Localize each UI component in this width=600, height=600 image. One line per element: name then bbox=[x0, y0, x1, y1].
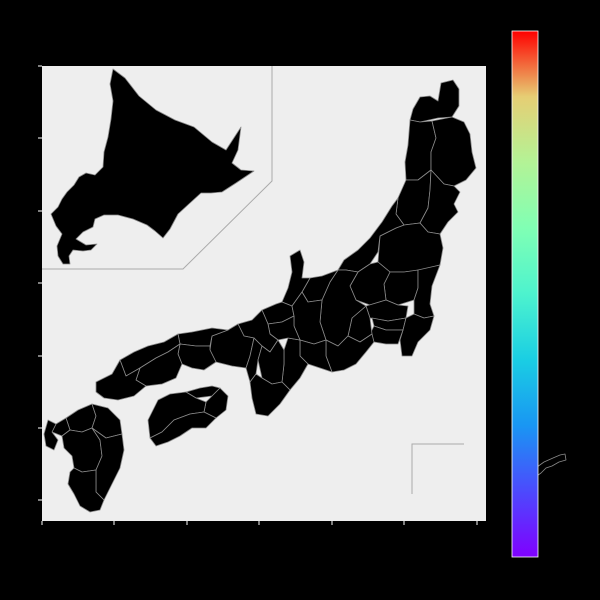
region-wakayama bbox=[249, 373, 291, 417]
region-hokkaido bbox=[50, 68, 255, 265]
region-kochi bbox=[149, 411, 217, 447]
okinawa-inset-frame bbox=[411, 443, 464, 494]
region-nagasaki bbox=[43, 419, 59, 451]
region-miyagi bbox=[419, 169, 461, 235]
region-yamaguchi bbox=[95, 359, 147, 401]
region-kagoshima bbox=[67, 467, 105, 513]
region-tochigi bbox=[383, 269, 419, 306]
hokkaido-inset-frame bbox=[42, 66, 273, 270]
y-axis bbox=[38, 65, 42, 501]
colorbar bbox=[511, 30, 539, 558]
region-miyazaki bbox=[91, 427, 125, 501]
x-axis bbox=[41, 521, 478, 525]
region-nara bbox=[257, 339, 285, 385]
region-iwate bbox=[430, 116, 477, 187]
